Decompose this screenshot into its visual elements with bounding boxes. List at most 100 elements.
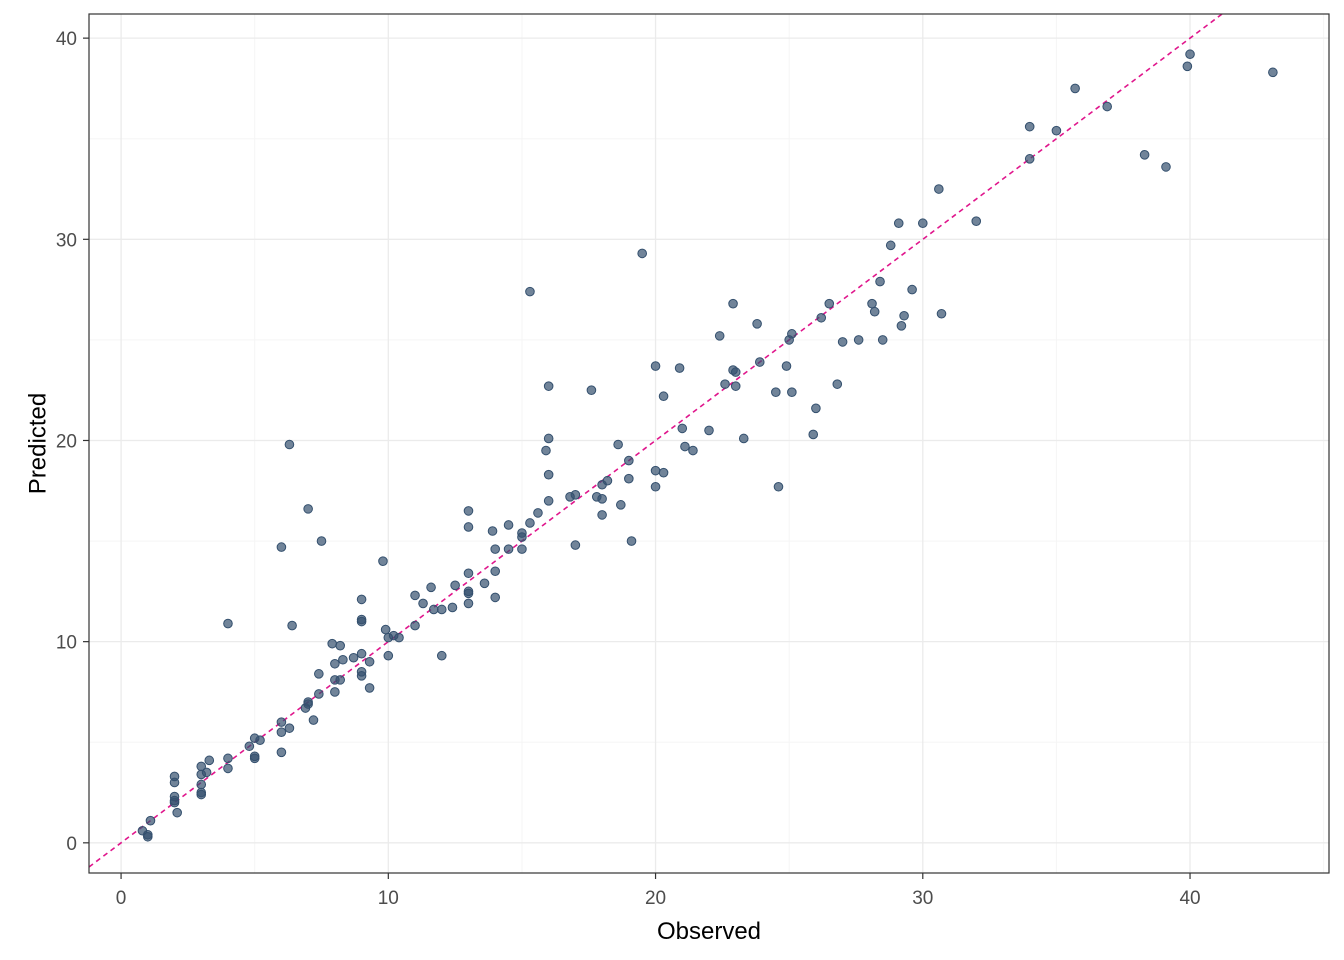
data-point <box>1161 162 1171 172</box>
data-point <box>680 441 690 452</box>
data-point <box>517 528 527 538</box>
data-point <box>1024 121 1035 132</box>
minor-gridlines <box>89 14 1329 873</box>
data-point <box>255 735 265 746</box>
data-point <box>487 526 498 536</box>
data-point <box>356 616 367 627</box>
data-point <box>284 439 295 450</box>
data-point <box>543 381 554 391</box>
data-point <box>616 500 626 510</box>
data-point <box>436 650 447 661</box>
data-point <box>1024 154 1035 164</box>
data-point <box>781 361 792 371</box>
data-point <box>1139 150 1150 160</box>
data-point <box>335 640 346 651</box>
data-point <box>808 429 819 440</box>
data-point <box>316 536 327 546</box>
data-point <box>428 604 439 615</box>
x-tick-label: 30 <box>912 888 933 909</box>
data-point <box>899 310 909 321</box>
data-point <box>314 669 324 679</box>
data-point <box>383 650 394 661</box>
data-point <box>463 586 474 597</box>
data-point <box>934 184 944 194</box>
data-point <box>971 216 982 227</box>
data-point <box>335 675 346 685</box>
y-tick-label: 30 <box>56 230 77 251</box>
data-point <box>223 618 233 629</box>
data-point <box>276 727 287 737</box>
data-point <box>463 598 474 609</box>
y-axis-ticks: 0 10 20 30 40 <box>56 29 89 855</box>
data-point <box>543 433 554 444</box>
data-point <box>650 481 661 492</box>
data-point <box>287 620 297 631</box>
data-point <box>917 218 928 229</box>
data-point <box>463 568 474 579</box>
data-point <box>837 337 848 347</box>
data-point <box>570 489 581 500</box>
data-point <box>276 542 287 552</box>
data-point <box>503 520 514 530</box>
data-point <box>869 306 880 317</box>
data-point <box>276 747 287 758</box>
data-point <box>624 455 634 466</box>
data-point <box>613 439 623 450</box>
major-gridlines <box>89 14 1329 873</box>
data-point <box>276 717 287 727</box>
data-point <box>907 284 917 295</box>
data-point <box>677 423 688 434</box>
data-point <box>650 465 661 476</box>
data-point <box>410 620 420 631</box>
data-point <box>348 652 359 663</box>
panel-border <box>88 13 1330 874</box>
data-point <box>877 335 888 345</box>
data-point <box>811 403 821 414</box>
data-point <box>1070 83 1080 94</box>
data-point <box>1102 101 1112 112</box>
data-point <box>875 276 885 287</box>
data-point <box>771 387 781 398</box>
data-point <box>533 508 543 518</box>
data-point <box>490 544 501 554</box>
data-point <box>426 582 436 593</box>
data-point <box>730 367 741 377</box>
data-point <box>674 363 685 373</box>
data-point <box>720 379 730 389</box>
data-point <box>172 807 182 818</box>
data-point <box>479 578 490 589</box>
data-point <box>602 475 613 486</box>
data-point <box>586 385 597 395</box>
data-point <box>637 248 647 259</box>
data-point <box>754 357 765 367</box>
data-point <box>196 761 207 772</box>
data-point <box>145 815 156 826</box>
data-point <box>378 556 388 566</box>
data-point <box>356 594 367 605</box>
data-point <box>142 831 153 842</box>
data-point <box>204 755 215 766</box>
x-axis-ticks: 0 10 20 30 40 <box>116 873 1201 909</box>
data-point <box>196 779 207 790</box>
data-point <box>704 425 714 436</box>
data-point <box>543 469 554 480</box>
data-point <box>658 467 669 478</box>
data-point <box>450 580 460 591</box>
data-point <box>463 522 474 532</box>
data-point <box>244 741 255 752</box>
data-points <box>137 49 1278 842</box>
data-point <box>380 624 391 635</box>
data-point <box>824 298 835 309</box>
data-point <box>541 445 551 456</box>
data-point <box>436 604 447 615</box>
data-point <box>893 218 904 229</box>
data-point <box>330 658 340 669</box>
data-point <box>330 687 340 697</box>
data-point <box>356 648 367 659</box>
y-tick-label: 40 <box>56 29 77 50</box>
x-tick-label: 10 <box>378 888 399 909</box>
y-tick-label: 10 <box>56 633 77 654</box>
data-point <box>896 321 907 331</box>
data-point <box>525 286 535 297</box>
